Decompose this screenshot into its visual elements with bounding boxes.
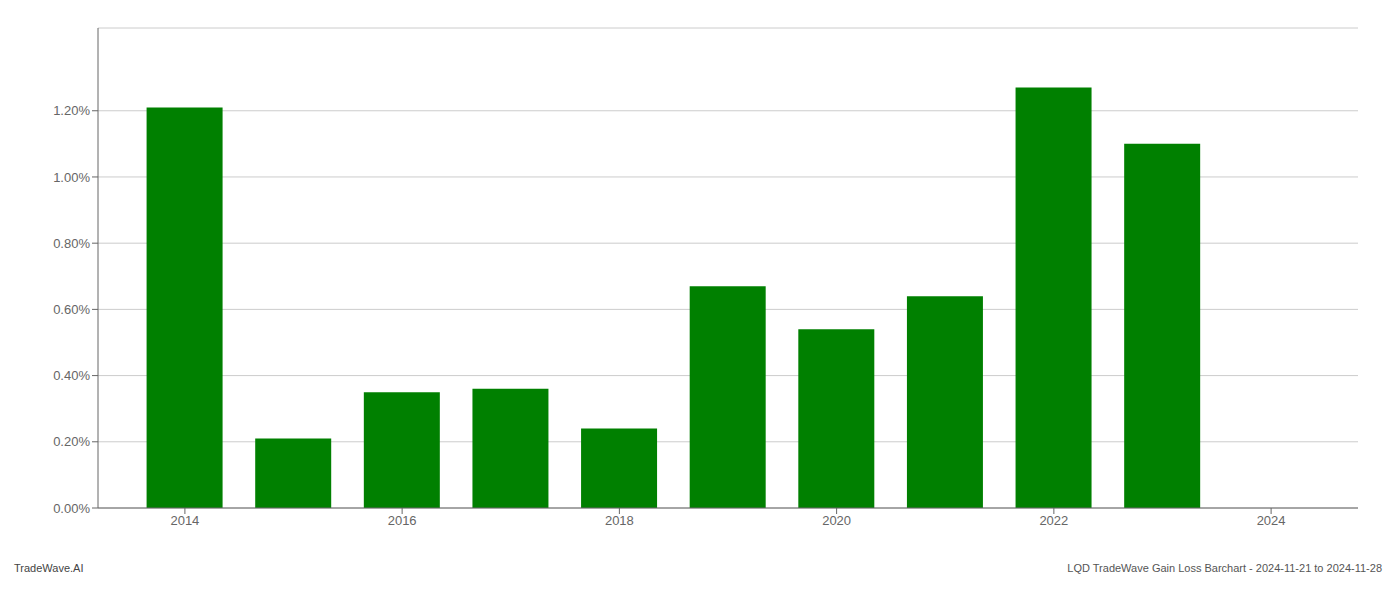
svg-text:0.00%: 0.00% — [53, 501, 90, 516]
svg-text:0.20%: 0.20% — [53, 434, 90, 449]
svg-text:2020: 2020 — [822, 513, 851, 528]
svg-text:1.20%: 1.20% — [53, 103, 90, 118]
svg-text:2022: 2022 — [1039, 513, 1068, 528]
svg-text:1.00%: 1.00% — [53, 170, 90, 185]
svg-text:0.40%: 0.40% — [53, 368, 90, 383]
html-text:LQD TradeWave Gain Loss Barcha: LQD TradeWave Gain Loss Barchart - 2024-… — [1067, 562, 1382, 574]
svg-text:2018: 2018 — [605, 513, 634, 528]
svg-text:0.80%: 0.80% — [53, 236, 90, 251]
svg-text:0.60%: 0.60% — [53, 302, 90, 317]
svg-text:2014: 2014 — [170, 513, 199, 528]
svg-text:2024: 2024 — [1257, 513, 1286, 528]
html-text:TradeWave.AI: TradeWave.AI — [14, 562, 84, 574]
svg-text:2016: 2016 — [388, 513, 417, 528]
